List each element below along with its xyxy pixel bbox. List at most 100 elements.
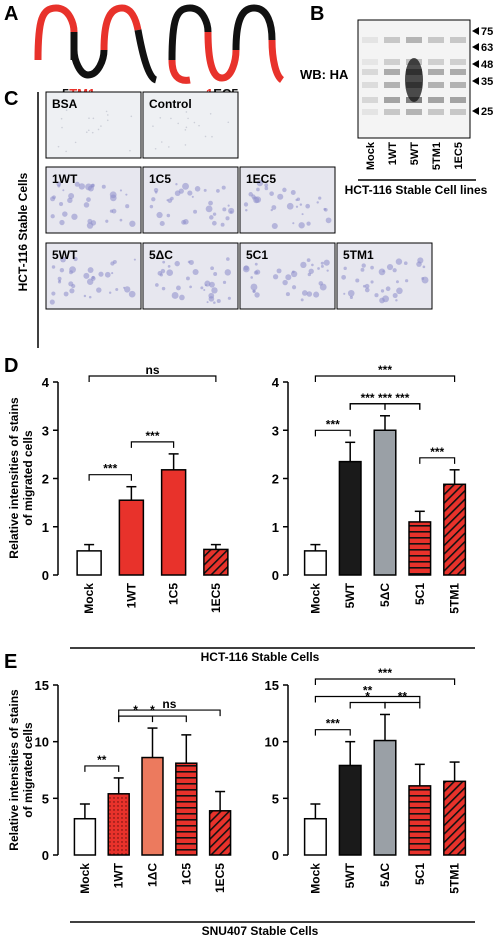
y-tick-label: 5	[42, 791, 49, 806]
x-tick-label: 1WT	[124, 582, 138, 608]
stained-cell	[62, 211, 68, 217]
stained-cell	[364, 283, 370, 289]
stained-cell	[111, 208, 117, 214]
bar	[303, 817, 327, 856]
stained-cell	[271, 205, 277, 210]
significance-bracket: ***	[349, 391, 421, 410]
background-speck	[152, 125, 154, 127]
stained-cell	[161, 286, 166, 291]
background-speck	[106, 114, 109, 116]
bar	[160, 469, 187, 576]
stained-cell	[341, 274, 346, 280]
stained-cell	[210, 266, 214, 271]
stained-cell	[355, 278, 360, 283]
stained-cell	[125, 193, 128, 196]
stained-cell	[83, 202, 90, 208]
blot-band	[428, 82, 444, 88]
background-speck	[170, 117, 172, 120]
stained-cell	[386, 263, 394, 271]
stained-cell	[392, 293, 398, 299]
stained-cell	[57, 184, 61, 188]
stained-cell	[323, 207, 327, 211]
y-tick-label: 3	[42, 423, 49, 438]
stained-cell	[200, 286, 204, 290]
stained-cell	[300, 298, 304, 302]
stained-cell	[98, 271, 104, 277]
background-speck	[91, 131, 94, 134]
background-speck	[154, 147, 157, 150]
significance-bracket: ns	[88, 363, 217, 382]
stained-cell	[225, 216, 230, 221]
x-tick-label: 1EC5	[213, 863, 227, 893]
y-axis-label: Relative intensities of stainsof migrate…	[7, 689, 35, 851]
stained-cell	[211, 287, 218, 294]
y-tick-label: 2	[272, 472, 279, 487]
significance-label: ns	[162, 697, 176, 711]
micrograph-label: 5TM1	[343, 248, 374, 262]
stained-cell	[282, 279, 288, 286]
stained-cell	[209, 215, 214, 220]
lane-label: Mock	[365, 141, 377, 170]
stained-cell	[292, 222, 295, 225]
micrograph-label: BSA	[52, 97, 78, 111]
stained-cell	[159, 273, 163, 277]
bar	[203, 548, 229, 576]
x-tick-label: 1EC5	[209, 583, 223, 613]
stained-cell	[51, 291, 56, 296]
blot-band	[384, 97, 400, 103]
bar	[118, 499, 145, 576]
wave-1ec5-red-tail	[268, 39, 285, 83]
background-speck	[87, 129, 90, 132]
wave-5tm1-black	[70, 32, 108, 79]
panel-letter-c: C	[4, 88, 18, 110]
stained-cell	[68, 281, 74, 287]
stained-cell	[256, 187, 260, 192]
stained-cell	[211, 220, 217, 226]
stained-cell	[269, 191, 274, 196]
micrograph: 1EC5	[239, 166, 336, 234]
wave-5tm1-red-right	[100, 4, 142, 51]
stained-cell	[343, 266, 347, 271]
blot-band	[450, 69, 466, 75]
stained-cell	[162, 260, 166, 264]
stained-cell	[242, 265, 250, 273]
stained-cell	[320, 261, 324, 265]
stained-cell	[264, 183, 269, 188]
stained-cell	[325, 217, 332, 224]
significance-bracket: ***	[314, 717, 351, 736]
stained-cell	[229, 210, 233, 214]
significance-label: ***	[361, 391, 375, 405]
stained-cell	[174, 190, 181, 197]
y-tick-label: 0	[42, 568, 49, 583]
panel-b-western-blot: WB: HA 75 63 48 35 25 Mock 1WT 5WT 5TM1 1EC5 HCT…	[300, 19, 493, 197]
bar	[338, 764, 362, 856]
significance-bracket: ***	[314, 666, 456, 685]
stained-cell	[174, 260, 180, 267]
marker-label: 75	[481, 26, 493, 38]
micrograph: 1WT	[45, 166, 142, 234]
micrograph-label: 5C1	[246, 248, 268, 262]
stained-cell	[83, 272, 90, 279]
background-speck	[185, 126, 188, 129]
stained-cell	[291, 270, 295, 274]
x-tick-label: 5WT	[343, 862, 357, 888]
significance-bracket: ***	[314, 417, 351, 437]
stained-cell	[282, 187, 287, 193]
background-speck	[65, 150, 67, 153]
stained-cell	[167, 264, 171, 268]
stained-cell	[129, 220, 136, 227]
x-tick-label: 1ΔC	[146, 863, 160, 887]
stained-cell	[50, 196, 56, 202]
stained-cell	[405, 279, 409, 283]
stained-cell	[59, 267, 65, 273]
x-tick-label: 1C5	[167, 583, 181, 605]
background-speck	[61, 126, 63, 129]
panel-c-micrographs: HCT-116 Stable Cells BSA Control 1WT 1C5 1EC…	[16, 91, 433, 348]
significance-bracket: **	[314, 683, 421, 703]
stained-cell	[159, 220, 165, 227]
stained-cell	[364, 287, 370, 293]
blot-band	[428, 69, 444, 75]
stained-cell	[71, 213, 78, 220]
micrograph-label: 1WT	[52, 172, 78, 186]
